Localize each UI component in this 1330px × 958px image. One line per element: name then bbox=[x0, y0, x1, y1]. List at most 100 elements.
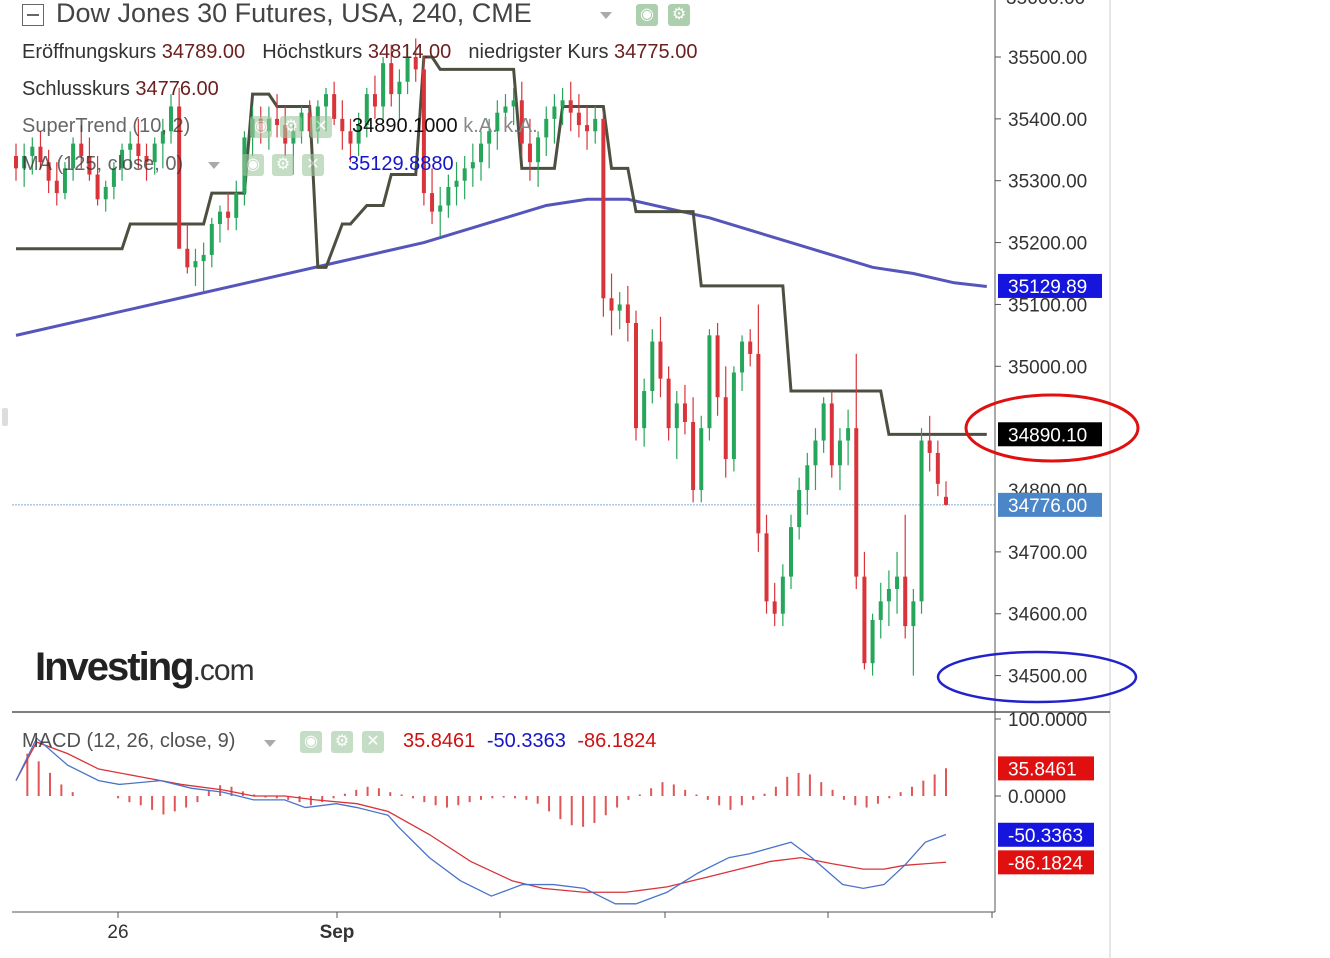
candle-body bbox=[234, 193, 239, 218]
candle-body bbox=[364, 94, 369, 126]
candle-body bbox=[79, 143, 84, 156]
candle-body bbox=[560, 100, 565, 107]
gear-icon[interactable]: ⚙ bbox=[331, 731, 353, 753]
chevron-down-icon[interactable] bbox=[208, 162, 220, 169]
candle-body bbox=[748, 341, 753, 354]
candle-body bbox=[389, 63, 394, 95]
eye-icon[interactable]: ◉ bbox=[636, 4, 658, 26]
candle-body bbox=[789, 527, 793, 577]
candle-body bbox=[421, 69, 426, 194]
candle-body bbox=[111, 168, 116, 187]
eye-icon[interactable]: ◉ bbox=[250, 116, 272, 138]
candle-body bbox=[54, 180, 59, 194]
y-tick-label: 34700.00 bbox=[1008, 543, 1087, 564]
candle-body bbox=[666, 378, 671, 429]
candle-body bbox=[120, 149, 125, 169]
candle-body bbox=[642, 391, 647, 429]
macd-badge-label: -86.1824 bbox=[1008, 853, 1083, 874]
candle-body bbox=[22, 155, 27, 169]
y-tick-label: 35500.00 bbox=[1008, 48, 1087, 69]
candle-body bbox=[854, 428, 859, 577]
pane-handle bbox=[2, 408, 8, 426]
candle-body bbox=[152, 143, 157, 163]
ma-value: 35129.8880 bbox=[348, 153, 454, 175]
candle-body bbox=[764, 533, 769, 602]
gear-icon[interactable]: ⚙ bbox=[668, 4, 690, 26]
logo-text: Investing bbox=[35, 645, 195, 689]
y-tick-label: 35000.00 bbox=[1008, 357, 1087, 378]
macd-label: MACD (12, 26, close, 9) bbox=[22, 730, 236, 752]
candle-body bbox=[405, 57, 410, 82]
candle-body bbox=[944, 496, 948, 505]
candle-body bbox=[780, 576, 785, 614]
close-value: 34776.00 bbox=[135, 78, 219, 100]
candle-body bbox=[462, 168, 467, 181]
ohlc-row: Eröffnungskurs 34789.00 Höchstkurs 34814… bbox=[22, 41, 697, 64]
close-icon[interactable]: ✕ bbox=[362, 731, 384, 753]
candle-body bbox=[103, 186, 108, 200]
candle-body bbox=[805, 465, 810, 491]
y-tick-label: 35100.00 bbox=[1008, 295, 1087, 316]
candle-body bbox=[911, 601, 916, 627]
y-tick-label: 35600.00 bbox=[1006, 0, 1085, 9]
candle-body bbox=[185, 248, 190, 268]
chevron-down-icon[interactable] bbox=[600, 12, 612, 19]
supertrend-row: SuperTrend (10, 2) bbox=[22, 115, 190, 138]
candle-body bbox=[552, 106, 557, 119]
supertrend-label: SuperTrend (10, 2) bbox=[22, 115, 191, 137]
candle-body bbox=[846, 428, 851, 441]
y-tick-label: 35400.00 bbox=[1008, 110, 1087, 131]
y-tick-label: 35200.00 bbox=[1008, 234, 1087, 255]
candle-body bbox=[413, 57, 418, 70]
supertrend-extra2: k.A. bbox=[503, 115, 538, 137]
macd-badge bbox=[998, 822, 1094, 847]
candle-body bbox=[723, 397, 728, 460]
supertrend-values: 34890.1000 k.A. k.A. bbox=[352, 115, 538, 138]
chevron-down-icon[interactable] bbox=[264, 740, 276, 747]
macd-value-1: 35.8461 bbox=[403, 730, 476, 752]
logo-suffix: .com bbox=[192, 654, 255, 687]
low-value: 34775.00 bbox=[614, 41, 698, 63]
candle-body bbox=[609, 298, 614, 311]
candle-body bbox=[30, 146, 35, 156]
eye-icon[interactable]: ◉ bbox=[242, 154, 264, 176]
macd-badge bbox=[998, 756, 1094, 781]
y-tick-label: 34500.00 bbox=[1008, 667, 1087, 688]
candle-body bbox=[275, 118, 280, 126]
candle-body bbox=[217, 211, 222, 225]
candle-body bbox=[397, 81, 402, 95]
chart-title: Dow Jones 30 Futures, USA, 240, CME bbox=[56, 0, 532, 28]
macd-badge bbox=[998, 850, 1094, 875]
gear-icon[interactable]: ⚙ bbox=[280, 116, 302, 138]
candle-body bbox=[829, 403, 834, 466]
candle-body bbox=[438, 205, 443, 212]
candle-body bbox=[128, 143, 133, 150]
macd-value-2: -50.3363 bbox=[486, 730, 566, 752]
close-icon[interactable]: ✕ bbox=[310, 116, 332, 138]
ma-row: MA (125, close, 0) bbox=[22, 153, 183, 176]
candle-body bbox=[682, 403, 687, 422]
macd-label-row: MACD (12, 26, close, 9) bbox=[22, 730, 235, 753]
candle-body bbox=[813, 440, 818, 466]
price-badge-label: 35129.89 bbox=[1008, 277, 1087, 298]
candle-body bbox=[576, 112, 581, 126]
candle-body bbox=[878, 601, 883, 620]
candle-body bbox=[837, 440, 842, 466]
collapse-icon[interactable] bbox=[22, 4, 44, 26]
investing-logo: Investing.com bbox=[35, 645, 255, 690]
candle-body bbox=[601, 118, 606, 299]
supertrend-extra1: k.A. bbox=[463, 115, 498, 137]
eye-icon[interactable]: ◉ bbox=[300, 731, 322, 753]
gear-icon[interactable]: ⚙ bbox=[272, 154, 294, 176]
candle-body bbox=[136, 143, 141, 156]
close-icon[interactable]: ✕ bbox=[302, 154, 324, 176]
candle-body bbox=[95, 174, 100, 200]
candle-body bbox=[495, 112, 500, 132]
price-badge-label: 34776.00 bbox=[1008, 496, 1087, 517]
macd-value-3: -86.1824 bbox=[577, 730, 657, 752]
candle-body bbox=[585, 125, 590, 132]
candle-body bbox=[731, 372, 736, 460]
candle-body bbox=[797, 490, 802, 528]
